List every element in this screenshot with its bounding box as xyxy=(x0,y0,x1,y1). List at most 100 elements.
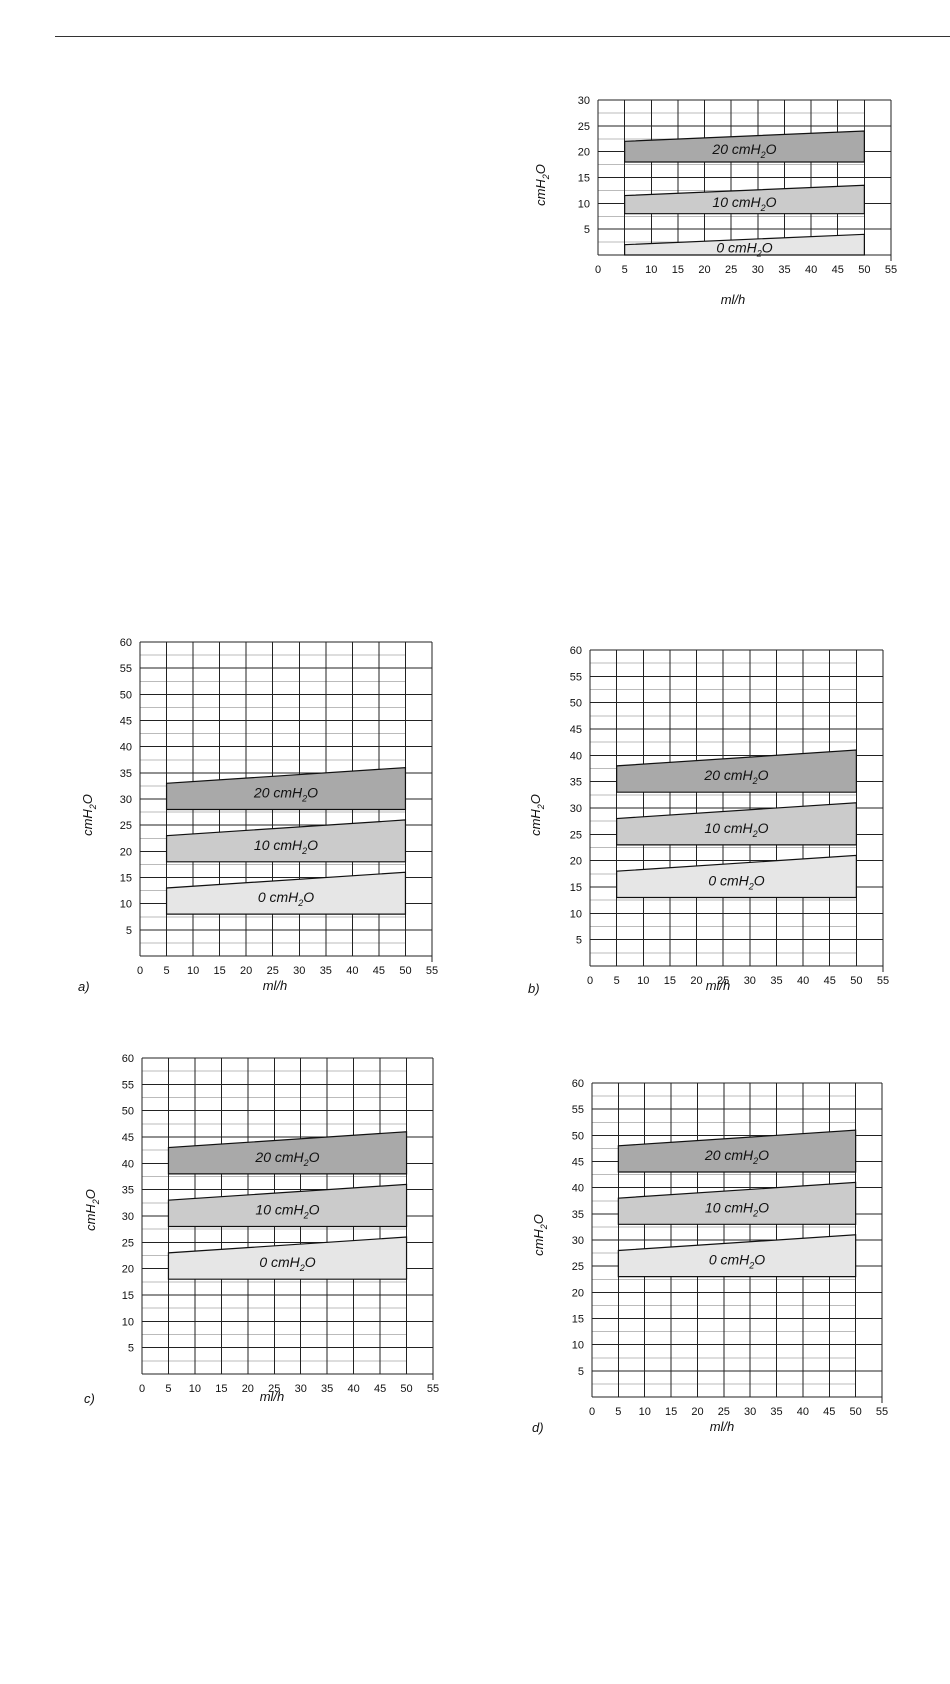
x-tick-label: 40 xyxy=(805,264,817,276)
y-tick-label: 20 xyxy=(122,1264,134,1276)
x-tick-label: 20 xyxy=(698,264,710,276)
x-tick-label: 20 xyxy=(690,975,702,987)
band-1 xyxy=(167,1183,408,1228)
x-tick-label: 0 xyxy=(139,1383,145,1395)
y-tick-label: 10 xyxy=(572,1340,584,1352)
x-tick-label: 15 xyxy=(214,965,226,977)
x-tick-label: 55 xyxy=(877,975,889,987)
chart-panel-4: 0 cmH2O 10 cmH2O 20 cmH2O 0 5 10 15 20 25 30 35 40 4… xyxy=(531,1078,888,1435)
x-tick-label: 20 xyxy=(240,965,252,977)
y-tick-label: 40 xyxy=(122,1158,134,1170)
y-tick-label: 25 xyxy=(578,121,590,133)
y-axis-label: cmH2O xyxy=(80,794,98,836)
y-tick-label: 45 xyxy=(570,724,582,736)
band-label: 10 cmH2O xyxy=(712,194,776,213)
x-tick-label: 30 xyxy=(295,1383,307,1395)
x-tick-label: 10 xyxy=(639,1406,651,1418)
x-tick-label: 25 xyxy=(718,1406,730,1418)
x-tick-label: 15 xyxy=(665,1406,677,1418)
x-tick-label: 5 xyxy=(615,1406,621,1418)
band-label: 20 cmH2O xyxy=(254,1149,319,1168)
band-0 xyxy=(167,1236,408,1280)
y-tick-label: 10 xyxy=(122,1316,134,1328)
band-label: 20 cmH2O xyxy=(703,767,768,786)
x-tick-label: 0 xyxy=(595,264,601,276)
x-tick-label: 25 xyxy=(268,1383,280,1395)
x-tick-label: 45 xyxy=(373,965,385,977)
band-label: 0 cmH2O xyxy=(708,872,764,891)
y-axis-label: cmH2O xyxy=(83,1189,101,1231)
x-tick-label: 5 xyxy=(622,264,628,276)
y-tick-label: 30 xyxy=(572,1235,584,1247)
x-tick-label: 35 xyxy=(778,264,790,276)
band-1 xyxy=(624,184,865,215)
band-label: 20 cmH2O xyxy=(711,141,776,160)
y-tick-label: 50 xyxy=(120,689,132,701)
x-tick-label: 50 xyxy=(850,975,862,987)
y-tick-label: 10 xyxy=(570,908,582,920)
band-2 xyxy=(616,749,857,793)
band-label: 10 cmH2O xyxy=(254,837,318,856)
y-tick-label: 15 xyxy=(122,1290,134,1302)
y-tick-label: 55 xyxy=(122,1079,134,1091)
x-tick-label: 35 xyxy=(770,1406,782,1418)
band-0 xyxy=(616,854,857,899)
y-tick-label: 20 xyxy=(572,1287,584,1299)
y-axis-label: cmH2O xyxy=(528,794,546,836)
y-tick-label: 15 xyxy=(120,873,132,885)
y-tick-label: 40 xyxy=(120,742,132,754)
x-tick-label: 5 xyxy=(165,1383,171,1395)
y-tick-label: 15 xyxy=(578,173,590,185)
x-tick-label: 40 xyxy=(348,1383,360,1395)
y-tick-label: 30 xyxy=(570,803,582,815)
y-tick-label: 5 xyxy=(584,224,590,236)
x-tick-label: 20 xyxy=(242,1383,254,1395)
page-top-rule xyxy=(55,36,950,37)
y-tick-label: 60 xyxy=(120,637,132,649)
y-tick-label: 35 xyxy=(120,768,132,780)
y-tick-label: 35 xyxy=(570,777,582,789)
band-1 xyxy=(617,1181,857,1225)
x-tick-label: 25 xyxy=(267,965,279,977)
x-tick-label: 15 xyxy=(215,1383,227,1395)
x-axis-label: ml/h xyxy=(260,1389,285,1404)
y-tick-label: 30 xyxy=(578,95,590,107)
band-1 xyxy=(165,819,407,863)
band-2 xyxy=(617,1129,857,1173)
band-label: 0 cmH2O xyxy=(259,1254,315,1273)
x-tick-label: 50 xyxy=(400,1383,412,1395)
y-axis-label: cmH2O xyxy=(533,164,551,206)
chart-panel-1: 0 cmH2O 10 cmH2O 20 cmH2O 0 5 10 15 20 25 30 35 40 4… xyxy=(78,637,438,994)
y-tick-label: 35 xyxy=(122,1185,134,1197)
band-label: 20 cmH2O xyxy=(253,784,318,803)
y-tick-label: 25 xyxy=(120,820,132,832)
panel-label: c) xyxy=(84,1391,95,1406)
x-tick-label: 35 xyxy=(321,1383,333,1395)
x-tick-label: 5 xyxy=(614,975,620,987)
x-tick-label: 15 xyxy=(664,975,676,987)
y-tick-label: 35 xyxy=(572,1209,584,1221)
x-tick-label: 55 xyxy=(427,1383,439,1395)
x-axis-label: ml/h xyxy=(263,978,288,993)
band-label: 0 cmH2O xyxy=(716,239,772,258)
chart-panel-0: 0 cmH2O 10 cmH2O 20 cmH2O 0 5 10 15 20 25 30 35 40 4… xyxy=(533,95,897,307)
y-tick-label: 45 xyxy=(122,1132,134,1144)
band-label: 10 cmH2O xyxy=(705,1199,769,1218)
y-tick-label: 30 xyxy=(120,794,132,806)
x-tick-label: 55 xyxy=(426,965,438,977)
band-2 xyxy=(624,130,865,163)
y-tick-label: 55 xyxy=(570,671,582,683)
x-tick-label: 25 xyxy=(725,264,737,276)
y-tick-label: 10 xyxy=(578,198,590,210)
y-tick-label: 5 xyxy=(126,925,132,937)
x-axis-label: ml/h xyxy=(710,1419,735,1434)
x-tick-label: 50 xyxy=(399,965,411,977)
x-tick-label: 35 xyxy=(770,975,782,987)
x-tick-label: 45 xyxy=(823,1406,835,1418)
x-tick-label: 10 xyxy=(189,1383,201,1395)
x-tick-label: 10 xyxy=(187,965,199,977)
y-tick-label: 45 xyxy=(572,1157,584,1169)
x-tick-label: 55 xyxy=(876,1406,888,1418)
y-tick-label: 5 xyxy=(128,1343,134,1355)
